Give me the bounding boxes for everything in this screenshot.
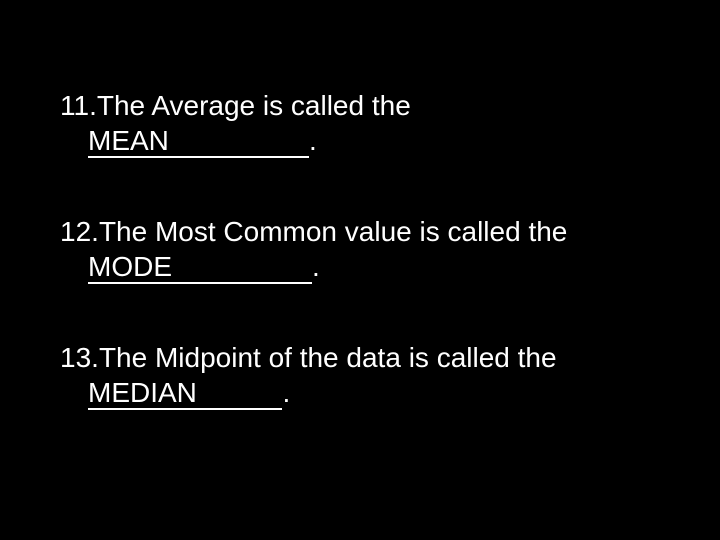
question-text: The Midpoint of the data is called the [99,342,557,373]
question-number: 11. [60,90,97,121]
answer-value: MEDIAN [88,377,197,410]
answer-value: MEAN [88,125,169,158]
question-text: The Most Common value is called the [99,216,567,247]
answer-line: MODE . [60,249,660,284]
question-item-12: 12.The Most Common value is called the M… [60,214,660,284]
question-line: 11.The Average is called the [60,88,660,123]
question-number: 12. [60,216,99,247]
answer-blank [197,377,283,410]
question-number: 13. [60,342,99,373]
question-text: The Average is called the [97,90,411,121]
question-item-13: 13.The Midpoint of the data is called th… [60,340,660,410]
answer-value: MODE [88,251,172,284]
answer-line: MEDIAN . [60,375,660,410]
answer-blank [172,251,312,284]
answer-blank [169,125,309,158]
question-line: 12.The Most Common value is called the [60,214,660,249]
terminator: . [312,251,320,282]
terminator: . [282,377,290,408]
slide: 11.The Average is called the MEAN . 12.T… [0,0,720,540]
answer-line: MEAN . [60,123,660,158]
terminator: . [309,125,317,156]
question-line: 13.The Midpoint of the data is called th… [60,340,660,375]
question-item-11: 11.The Average is called the MEAN . [60,88,660,158]
